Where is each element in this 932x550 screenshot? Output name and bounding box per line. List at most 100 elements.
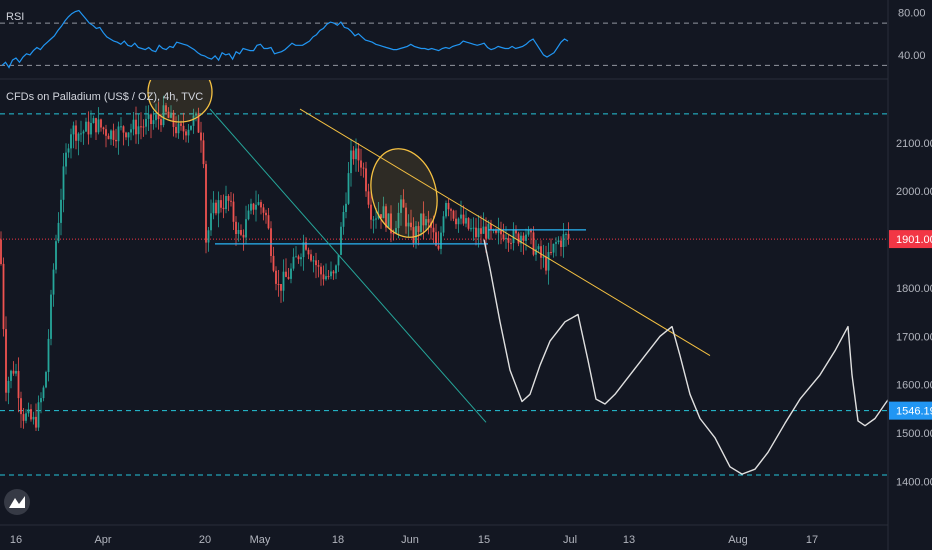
candle[interactable] bbox=[365, 161, 367, 197]
candle[interactable] bbox=[260, 199, 262, 215]
candle[interactable] bbox=[545, 245, 547, 275]
candle[interactable] bbox=[370, 190, 372, 229]
candle[interactable] bbox=[342, 205, 345, 235]
candle[interactable] bbox=[497, 217, 500, 245]
candle[interactable] bbox=[267, 208, 270, 230]
candle[interactable] bbox=[227, 194, 230, 212]
candle[interactable] bbox=[170, 105, 172, 119]
candle[interactable] bbox=[87, 111, 90, 145]
candle[interactable] bbox=[452, 209, 455, 222]
candle[interactable] bbox=[445, 200, 447, 219]
candle[interactable] bbox=[270, 221, 272, 263]
falling-resistance-trendline[interactable] bbox=[299, 108, 711, 357]
candle[interactable] bbox=[382, 196, 385, 219]
candle[interactable] bbox=[122, 125, 125, 146]
candle[interactable] bbox=[40, 392, 42, 414]
candle[interactable] bbox=[472, 217, 475, 241]
candle[interactable] bbox=[345, 192, 347, 219]
candle[interactable] bbox=[35, 403, 37, 432]
candle[interactable] bbox=[132, 112, 135, 136]
ellipse-mid[interactable] bbox=[361, 141, 446, 244]
candle[interactable] bbox=[120, 117, 122, 131]
candle[interactable] bbox=[215, 199, 217, 216]
candle[interactable] bbox=[175, 116, 177, 138]
candle[interactable] bbox=[282, 259, 285, 302]
candle[interactable] bbox=[95, 117, 97, 140]
candle[interactable] bbox=[367, 183, 370, 209]
candle[interactable] bbox=[302, 234, 305, 271]
ellipse-top[interactable] bbox=[147, 62, 213, 123]
candle[interactable] bbox=[155, 103, 157, 128]
candle[interactable] bbox=[22, 408, 25, 429]
candle[interactable] bbox=[187, 124, 190, 143]
candle[interactable] bbox=[117, 121, 120, 155]
candle[interactable] bbox=[550, 238, 552, 256]
candle[interactable] bbox=[217, 191, 220, 228]
candle[interactable] bbox=[455, 210, 457, 229]
candle[interactable] bbox=[555, 237, 557, 257]
candle[interactable] bbox=[535, 239, 537, 261]
candle[interactable] bbox=[140, 112, 142, 140]
candle[interactable] bbox=[32, 411, 35, 425]
candle[interactable] bbox=[212, 191, 215, 220]
candle[interactable] bbox=[425, 216, 427, 231]
candle[interactable] bbox=[395, 220, 397, 235]
candle[interactable] bbox=[265, 209, 267, 224]
candle[interactable] bbox=[450, 207, 452, 221]
candle[interactable] bbox=[57, 212, 60, 244]
candle[interactable] bbox=[85, 117, 87, 132]
candle[interactable] bbox=[142, 119, 145, 137]
candle[interactable] bbox=[537, 243, 540, 252]
candle[interactable] bbox=[402, 189, 405, 208]
candle[interactable] bbox=[435, 223, 437, 247]
candle[interactable] bbox=[275, 266, 277, 291]
candle[interactable] bbox=[317, 260, 320, 278]
candle[interactable] bbox=[230, 192, 232, 207]
candle[interactable] bbox=[60, 188, 62, 236]
candle[interactable] bbox=[502, 223, 505, 242]
candle[interactable] bbox=[210, 199, 212, 236]
candle[interactable] bbox=[135, 106, 137, 144]
candle[interactable] bbox=[420, 213, 422, 237]
price-axis[interactable]: 2100.002000.001900.001800.001700.001600.… bbox=[889, 138, 932, 488]
candle[interactable] bbox=[515, 225, 517, 238]
candle[interactable] bbox=[200, 121, 202, 153]
candle[interactable] bbox=[325, 263, 327, 281]
candle[interactable] bbox=[350, 138, 352, 187]
candle[interactable] bbox=[5, 316, 7, 402]
candle[interactable] bbox=[332, 270, 335, 280]
candle[interactable] bbox=[507, 235, 510, 252]
time-axis[interactable]: 16 Apr 20 May 18 Jun 15 Jul 13 Aug 17 bbox=[10, 534, 818, 546]
candle[interactable] bbox=[107, 133, 110, 140]
candle[interactable] bbox=[82, 129, 85, 145]
candle[interactable] bbox=[242, 229, 245, 251]
candle[interactable] bbox=[177, 114, 180, 139]
symbol-legend[interactable]: CFDs on Palladium (US$ / OZ), 4h, TVC bbox=[6, 91, 203, 103]
candle[interactable] bbox=[362, 162, 365, 178]
candle[interactable] bbox=[67, 143, 70, 158]
candle[interactable] bbox=[25, 409, 27, 424]
candle[interactable] bbox=[442, 211, 445, 237]
candle[interactable] bbox=[337, 254, 340, 272]
candle[interactable] bbox=[355, 138, 357, 172]
candle[interactable] bbox=[372, 216, 375, 234]
candle[interactable] bbox=[157, 102, 160, 130]
candle[interactable] bbox=[322, 265, 325, 286]
candle[interactable] bbox=[42, 385, 45, 402]
candle[interactable] bbox=[205, 160, 207, 254]
candle[interactable] bbox=[115, 128, 117, 148]
candle[interactable] bbox=[357, 143, 360, 172]
tradingview-logo-icon[interactable] bbox=[4, 489, 30, 515]
candle[interactable] bbox=[92, 115, 95, 124]
candle[interactable] bbox=[250, 198, 252, 215]
candle[interactable] bbox=[280, 284, 282, 303]
candle[interactable] bbox=[257, 194, 260, 206]
candle[interactable] bbox=[557, 236, 560, 245]
candle[interactable] bbox=[247, 204, 250, 221]
candle[interactable] bbox=[297, 254, 300, 264]
candle[interactable] bbox=[195, 111, 197, 122]
candle[interactable] bbox=[237, 222, 240, 242]
candle[interactable] bbox=[105, 124, 107, 148]
candle[interactable] bbox=[410, 209, 412, 231]
candle[interactable] bbox=[7, 376, 10, 405]
